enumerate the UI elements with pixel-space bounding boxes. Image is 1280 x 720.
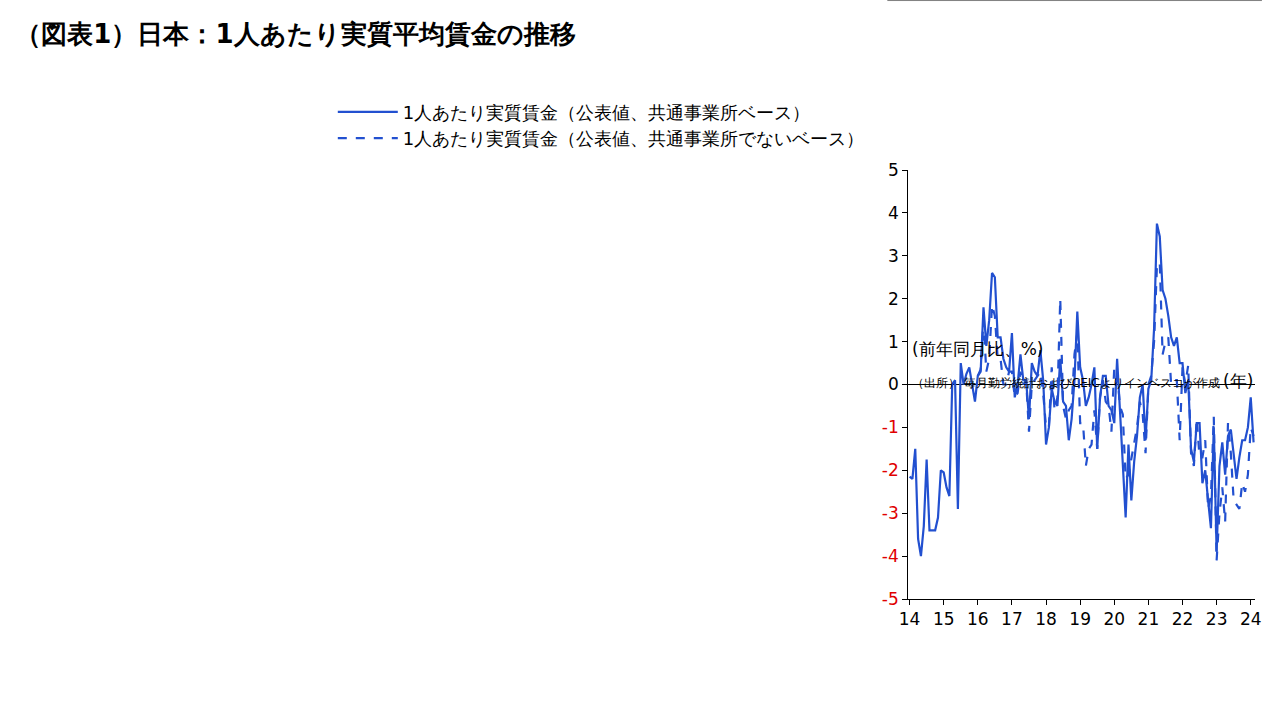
svg-text:-1: -1 [882,417,899,437]
svg-text:(年): (年) [1223,371,1253,391]
svg-text:24: 24 [1240,609,1262,629]
svg-text:20: 20 [1103,609,1125,629]
svg-text:16: 16 [967,609,989,629]
svg-text:0: 0 [888,374,899,394]
svg-text:1人あたり実質賃金（公表値、共通事業所でないベース）: 1人あたり実質賃金（公表値、共通事業所でないベース） [403,128,864,149]
svg-text:-2: -2 [882,460,899,480]
svg-text:1人あたり実質賃金（公表値、共通事業所ベース）: 1人あたり実質賃金（公表値、共通事業所ベース） [403,102,810,123]
svg-text:14: 14 [899,609,921,629]
svg-text:21: 21 [1138,609,1160,629]
svg-text:（出所） 毎月勤労統計およびCEICよりインベスコが作成: （出所） 毎月勤労統計およびCEICよりインベスコが作成 [912,376,1220,390]
svg-text:15: 15 [933,609,955,629]
svg-text:（図表1）日本：1人あたり実質平均賃金の推移: （図表1）日本：1人あたり実質平均賃金の推移 [15,19,575,49]
svg-text:-5: -5 [882,589,899,609]
svg-text:5: 5 [888,160,899,180]
svg-text:22: 22 [1172,609,1194,629]
svg-text:2: 2 [888,289,899,309]
svg-text:-3: -3 [882,503,899,523]
svg-text:1: 1 [888,332,899,352]
svg-text:(前年同月比、%): (前年同月比、%) [912,339,1043,359]
svg-text:19: 19 [1069,609,1091,629]
svg-text:18: 18 [1035,609,1057,629]
svg-text:-4: -4 [882,546,899,566]
svg-text:23: 23 [1206,609,1228,629]
svg-text:3: 3 [888,246,899,266]
svg-text:4: 4 [888,203,899,223]
svg-text:17: 17 [1001,609,1023,629]
